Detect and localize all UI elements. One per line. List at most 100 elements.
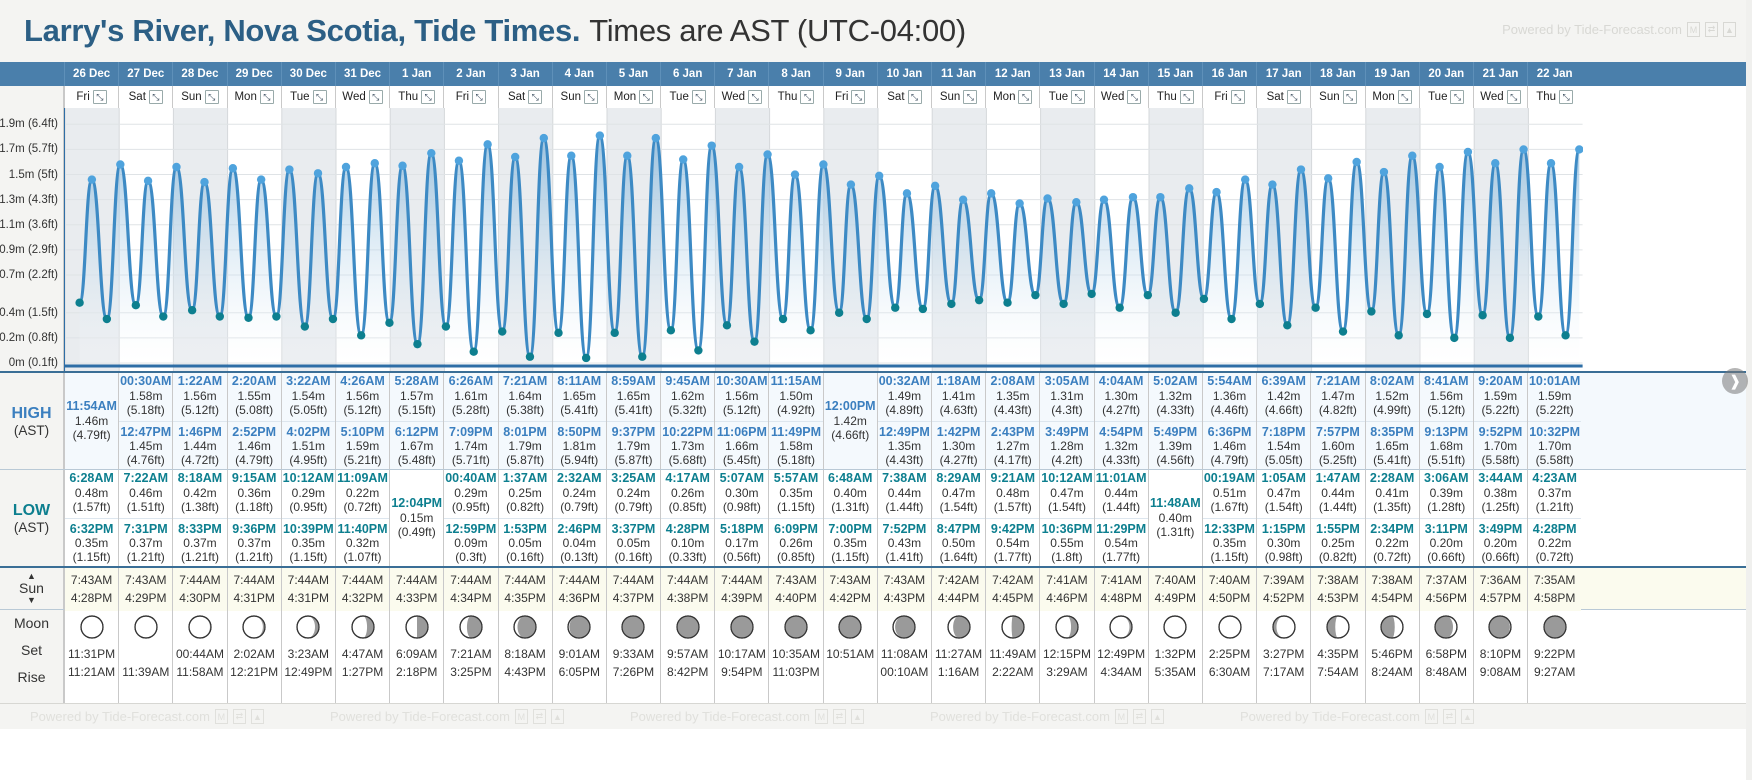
- high-tide-point[interactable]: [1463, 147, 1473, 157]
- high-tide-point[interactable]: [313, 169, 323, 178]
- low-tide-point[interactable]: [1255, 299, 1265, 309]
- high-tide-point[interactable]: [1435, 162, 1444, 172]
- low-tide-point[interactable]: [1367, 307, 1376, 316]
- expand-day-icon[interactable]: ⤡: [1230, 90, 1245, 104]
- high-tide-point[interactable]: [763, 150, 772, 159]
- expand-day-icon[interactable]: ⤡: [528, 90, 543, 104]
- expand-day-icon[interactable]: ⤡: [204, 90, 219, 104]
- low-tide-point[interactable]: [947, 299, 956, 309]
- high-tide-point[interactable]: [902, 189, 912, 198]
- high-tide-point[interactable]: [143, 176, 153, 186]
- high-tide-point[interactable]: [958, 195, 968, 204]
- low-tide-point[interactable]: [1478, 311, 1487, 320]
- low-tide-point[interactable]: [891, 303, 900, 312]
- low-tide-point[interactable]: [1227, 314, 1236, 324]
- expand-day-icon[interactable]: ⤡: [691, 90, 706, 104]
- low-tide-point[interactable]: [1450, 333, 1459, 343]
- high-tide-point[interactable]: [1128, 192, 1138, 202]
- expand-day-icon[interactable]: ⤡: [851, 90, 866, 104]
- high-tide-point[interactable]: [483, 140, 492, 149]
- low-tide-point[interactable]: [1505, 333, 1515, 343]
- high-tide-point[interactable]: [679, 155, 688, 164]
- high-tide-point[interactable]: [228, 164, 238, 173]
- low-tide-point[interactable]: [918, 304, 928, 314]
- high-tide-point[interactable]: [1212, 187, 1221, 197]
- scroll-right-badge[interactable]: ❱: [1722, 368, 1748, 394]
- low-tide-point[interactable]: [1199, 294, 1209, 304]
- expand-day-icon[interactable]: ⤡: [148, 90, 163, 104]
- expand-day-icon[interactable]: ⤡: [907, 90, 922, 104]
- high-tide-point[interactable]: [398, 161, 407, 170]
- expand-day-icon[interactable]: ⤡: [1071, 90, 1086, 104]
- low-tide-point[interactable]: [806, 326, 815, 335]
- expand-day-icon[interactable]: ⤡: [312, 90, 327, 104]
- high-tide-point[interactable]: [1491, 159, 1500, 168]
- high-tide-point[interactable]: [370, 159, 379, 168]
- expand-day-icon[interactable]: ⤡: [92, 90, 107, 104]
- low-tide-point[interactable]: [75, 298, 84, 307]
- low-tide-point[interactable]: [1171, 308, 1180, 317]
- expand-day-icon[interactable]: ⤡: [584, 90, 599, 104]
- low-tide-point[interactable]: [413, 339, 422, 349]
- low-tide-point[interactable]: [1031, 290, 1040, 300]
- expand-day-icon[interactable]: ⤡: [1450, 90, 1465, 104]
- high-tide-point[interactable]: [1156, 192, 1165, 202]
- high-tide-point[interactable]: [846, 180, 856, 189]
- expand-day-icon[interactable]: ⤡: [1506, 90, 1521, 104]
- low-tide-point[interactable]: [1059, 299, 1068, 309]
- expand-day-icon[interactable]: ⤡: [748, 90, 763, 104]
- high-tide-point[interactable]: [651, 133, 661, 143]
- low-tide-point[interactable]: [581, 353, 591, 363]
- high-tide-point[interactable]: [1352, 157, 1361, 167]
- high-tide-point[interactable]: [1015, 199, 1024, 208]
- expand-day-icon[interactable]: ⤡: [421, 90, 436, 104]
- low-tide-point[interactable]: [1115, 303, 1124, 312]
- low-tide-point[interactable]: [300, 322, 310, 331]
- high-tide-point[interactable]: [790, 170, 800, 179]
- low-tide-point[interactable]: [187, 306, 197, 315]
- vertical-scrollbar[interactable]: [1746, 0, 1752, 780]
- low-tide-point[interactable]: [215, 312, 225, 321]
- high-tide-point[interactable]: [1575, 145, 1583, 154]
- high-tide-point[interactable]: [623, 151, 632, 160]
- high-tide-point[interactable]: [172, 162, 181, 172]
- low-tide-point[interactable]: [1311, 303, 1320, 312]
- high-tide-point[interactable]: [539, 133, 549, 143]
- high-tide-point[interactable]: [1296, 165, 1306, 174]
- low-tide-point[interactable]: [722, 321, 732, 330]
- low-tide-point[interactable]: [498, 327, 507, 336]
- high-tide-point[interactable]: [1379, 167, 1389, 177]
- low-tide-point[interactable]: [974, 295, 984, 305]
- high-tide-point[interactable]: [1099, 195, 1109, 204]
- high-tide-point[interactable]: [1408, 151, 1417, 160]
- high-tide-point[interactable]: [341, 162, 351, 172]
- high-tide-point[interactable]: [1185, 184, 1194, 193]
- expand-day-icon[interactable]: ⤡: [800, 90, 815, 104]
- low-tide-point[interactable]: [328, 314, 338, 324]
- expand-day-icon[interactable]: ⤡: [368, 90, 383, 104]
- low-tide-point[interactable]: [385, 318, 394, 327]
- high-tide-point[interactable]: [285, 165, 294, 174]
- low-tide-point[interactable]: [469, 347, 478, 356]
- high-tide-point[interactable]: [1241, 175, 1250, 184]
- low-tide-point[interactable]: [750, 337, 759, 346]
- expand-day-icon[interactable]: ⤡: [259, 90, 274, 104]
- low-tide-point[interactable]: [356, 331, 366, 340]
- high-tide-point[interactable]: [987, 189, 996, 198]
- high-tide-point[interactable]: [427, 148, 436, 158]
- expand-day-icon[interactable]: ⤡: [1397, 90, 1412, 104]
- high-tide-point[interactable]: [510, 152, 520, 162]
- low-tide-point[interactable]: [1561, 331, 1570, 340]
- expand-day-icon[interactable]: ⤡: [1286, 90, 1301, 104]
- low-tide-point[interactable]: [525, 352, 535, 361]
- high-tide-point[interactable]: [454, 156, 464, 165]
- low-tide-point[interactable]: [862, 314, 871, 324]
- high-tide-point[interactable]: [1323, 174, 1333, 183]
- low-tide-point[interactable]: [441, 322, 451, 331]
- high-tide-point[interactable]: [256, 175, 266, 184]
- high-tide-point[interactable]: [1268, 180, 1277, 189]
- low-tide-point[interactable]: [131, 301, 141, 310]
- high-tide-point[interactable]: [930, 181, 940, 191]
- high-tide-point[interactable]: [116, 160, 125, 169]
- high-tide-point[interactable]: [1043, 194, 1052, 203]
